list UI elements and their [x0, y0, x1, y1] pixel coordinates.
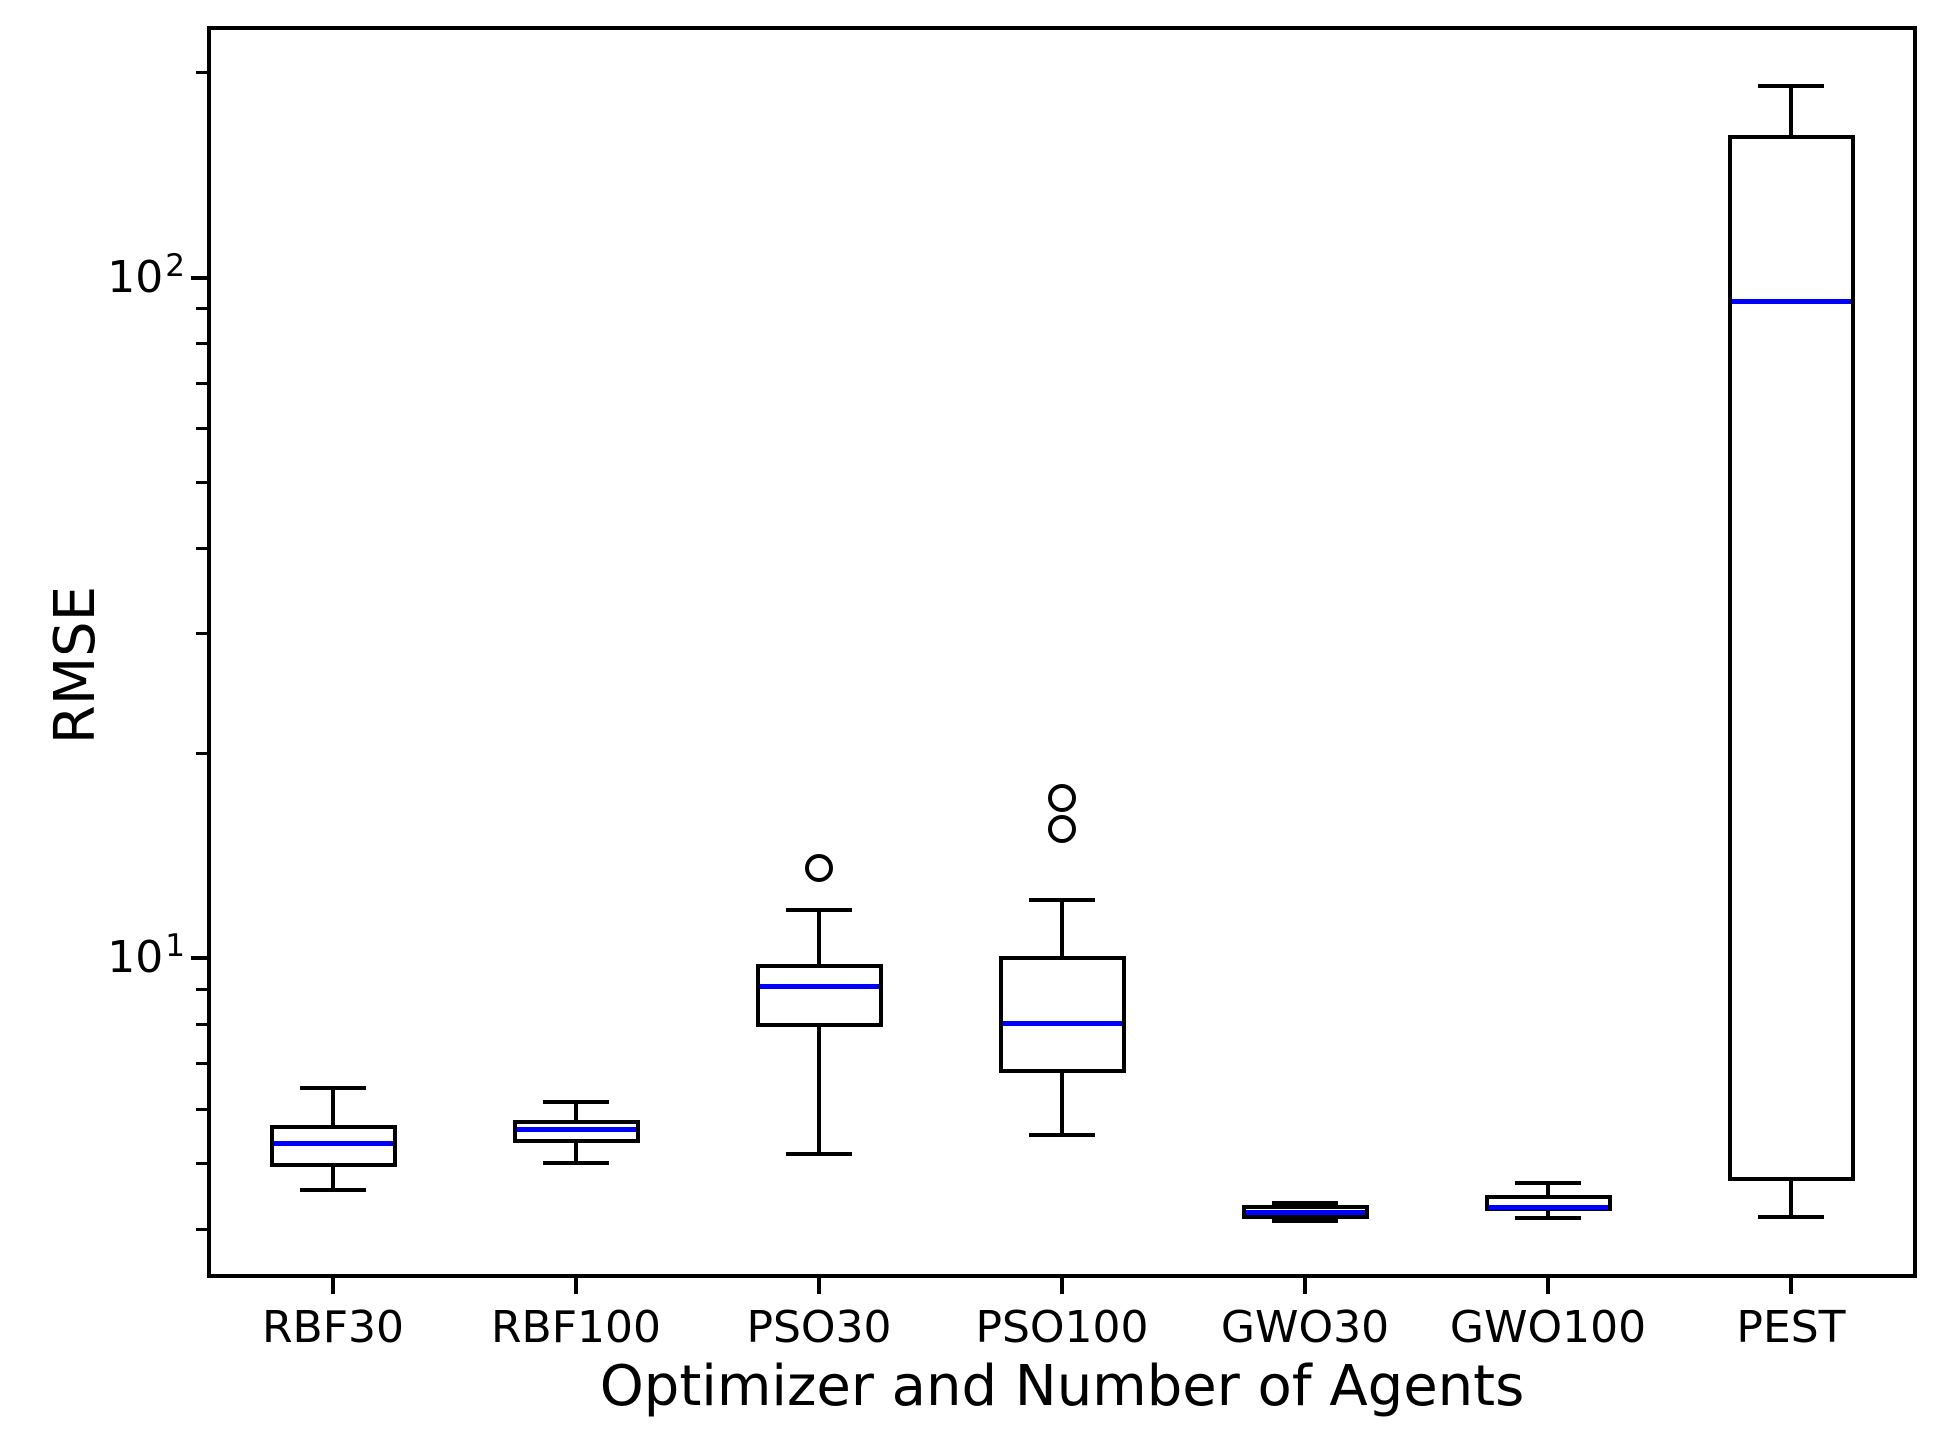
- y-tick-label: 101: [0, 928, 185, 988]
- cap-upper-pso30: [786, 908, 852, 912]
- cap-lower-pso30: [786, 1152, 852, 1156]
- x-axis-title: Optimizer and Number of Agents: [599, 1354, 1525, 1419]
- y-minor-tick: [196, 752, 207, 755]
- plot-area: [207, 26, 1917, 1278]
- median-rbf100: [517, 1127, 636, 1132]
- median-pso100: [1003, 1021, 1122, 1026]
- box-pso100: [999, 956, 1126, 1073]
- y-minor-tick: [196, 71, 207, 74]
- y-minor-tick: [196, 988, 207, 991]
- cap-upper-pest: [1758, 84, 1824, 88]
- outlier-pso100: [1048, 815, 1076, 843]
- x-tick: [331, 1278, 335, 1294]
- y-minor-tick: [196, 1108, 207, 1111]
- y-major-tick: [191, 276, 207, 280]
- cap-lower-pest: [1758, 1215, 1824, 1219]
- cap-lower-rbf100: [543, 1161, 609, 1165]
- y-minor-tick: [196, 1023, 207, 1026]
- y-minor-tick: [196, 632, 207, 635]
- cap-upper-rbf100: [543, 1100, 609, 1104]
- whisker-lower-rbf30: [331, 1167, 335, 1190]
- median-pso30: [760, 984, 879, 989]
- whisker-lower-pso100: [1060, 1073, 1064, 1135]
- whisker-upper-gwo100: [1546, 1183, 1550, 1195]
- y-tick-label-base: 10: [107, 932, 164, 983]
- whisker-lower-rbf100: [574, 1143, 578, 1163]
- x-tick: [574, 1278, 578, 1294]
- cap-upper-gwo30: [1272, 1201, 1338, 1205]
- y-tick-label-exponent: 2: [165, 248, 185, 284]
- y-minor-tick: [196, 1228, 207, 1231]
- y-tick-label-exponent: 1: [165, 928, 185, 964]
- x-tick-label-pso100: PSO100: [975, 1302, 1149, 1353]
- median-gwo100: [1489, 1205, 1608, 1210]
- x-tick: [1060, 1278, 1064, 1294]
- y-minor-tick: [196, 547, 207, 550]
- whisker-lower-pso30: [817, 1027, 821, 1153]
- cap-upper-rbf30: [300, 1086, 366, 1090]
- median-rbf30: [274, 1141, 393, 1146]
- cap-lower-gwo30: [1272, 1219, 1338, 1223]
- whisker-upper-pso100: [1060, 900, 1064, 956]
- whisker-lower-gwo100: [1546, 1211, 1550, 1218]
- x-tick: [817, 1278, 821, 1294]
- y-minor-tick: [196, 382, 207, 385]
- box-pest: [1728, 135, 1855, 1181]
- y-minor-tick: [196, 342, 207, 345]
- x-tick-label-pso30: PSO30: [746, 1302, 892, 1353]
- y-tick-label-base: 10: [107, 252, 164, 303]
- whisker-lower-pest: [1789, 1180, 1793, 1217]
- cap-upper-pso100: [1029, 898, 1095, 902]
- whisker-upper-pest: [1789, 86, 1793, 135]
- x-tick: [1789, 1278, 1793, 1294]
- x-tick: [1546, 1278, 1550, 1294]
- x-tick-label-gwo30: GWO30: [1220, 1302, 1390, 1353]
- whisker-upper-pso30: [817, 910, 821, 965]
- x-tick: [1303, 1278, 1307, 1294]
- y-minor-tick: [196, 481, 207, 484]
- whisker-upper-rbf30: [331, 1088, 335, 1126]
- cap-upper-gwo100: [1515, 1181, 1581, 1185]
- median-gwo30: [1246, 1210, 1365, 1215]
- cap-lower-gwo100: [1515, 1216, 1581, 1220]
- x-tick-label-gwo100: GWO100: [1449, 1302, 1647, 1353]
- y-minor-tick: [196, 427, 207, 430]
- y-tick-label: 102: [0, 248, 185, 308]
- median-pest: [1732, 299, 1851, 304]
- cap-lower-pso100: [1029, 1133, 1095, 1137]
- x-tick-label-rbf30: RBF30: [261, 1302, 405, 1353]
- box-pso30: [756, 964, 883, 1027]
- x-tick-label-rbf100: RBF100: [490, 1302, 662, 1353]
- y-major-tick: [191, 956, 207, 960]
- outlier-pso100: [1048, 784, 1076, 812]
- y-axis-title: RMSE: [43, 585, 108, 745]
- box-rbf30: [270, 1125, 397, 1167]
- y-minor-tick: [196, 1062, 207, 1065]
- y-minor-tick: [196, 307, 207, 310]
- whisker-upper-rbf100: [574, 1102, 578, 1120]
- cap-lower-rbf30: [300, 1188, 366, 1192]
- outlier-pso30: [805, 854, 833, 882]
- y-minor-tick: [196, 1162, 207, 1165]
- x-tick-label-pest: PEST: [1736, 1302, 1846, 1353]
